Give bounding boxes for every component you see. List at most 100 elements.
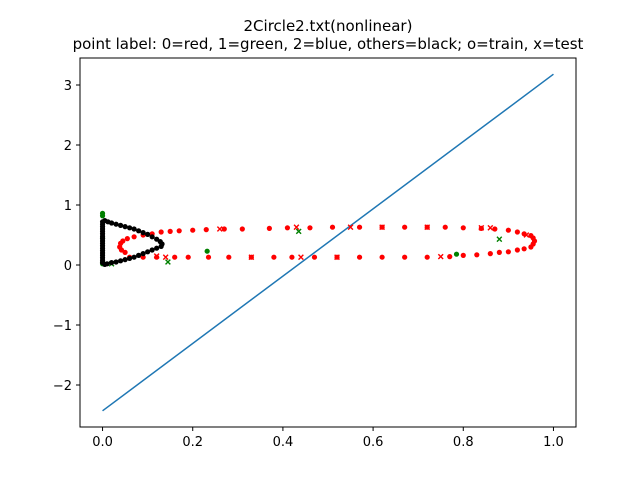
train-point-red: [158, 229, 164, 235]
train-point-red: [505, 249, 511, 255]
train-point-black: [136, 228, 142, 234]
x-tick-label: 0.8: [453, 435, 474, 450]
train-point-red: [176, 228, 182, 234]
train-point-red: [284, 225, 291, 231]
test-point-red: [334, 254, 340, 261]
test-point-red: [523, 232, 530, 238]
plot-area: [99, 73, 554, 412]
test-point-red: [379, 224, 386, 231]
train-point-green: [204, 248, 210, 254]
x-tick-label: 0.6: [363, 435, 384, 450]
train-point-black: [127, 225, 133, 231]
train-point-black: [108, 260, 115, 266]
test-point-green: [496, 236, 503, 243]
train-point-red: [190, 227, 196, 233]
test-point-red: [248, 254, 255, 261]
train-point-red: [172, 254, 178, 260]
chart-subtitle: point label: 0=red, 1=green, 2=blue, oth…: [73, 35, 584, 53]
y-tick-label: 1: [64, 199, 72, 214]
train-point-green: [453, 251, 460, 257]
train-point-red: [329, 224, 336, 230]
y-tick-label: 0: [64, 259, 72, 274]
train-point-red: [307, 225, 313, 231]
train-point-red: [154, 254, 160, 260]
test-point-green: [295, 228, 302, 235]
train-point-black: [145, 249, 151, 255]
train-point-black: [117, 222, 124, 228]
train-point-black: [145, 231, 151, 237]
train-point-red: [460, 225, 466, 231]
test-point-red: [437, 253, 444, 260]
train-point-red: [402, 224, 408, 230]
train-point-black: [158, 243, 164, 249]
train-point-red: [514, 247, 520, 253]
train-point-red: [226, 254, 232, 260]
y-tick-label: −2: [53, 379, 72, 394]
train-point-black: [140, 251, 146, 257]
x-tick-label: 0.0: [92, 435, 113, 450]
train-point-red: [122, 249, 128, 255]
test-point-red: [347, 224, 354, 231]
train-point-green: [99, 213, 106, 219]
train-point-red: [514, 229, 520, 235]
train-point-red: [492, 226, 498, 232]
train-point-red: [124, 236, 130, 242]
train-point-red: [271, 254, 277, 260]
x-tick-label: 1.0: [543, 435, 564, 450]
train-point-black: [131, 226, 137, 232]
test-point-red: [298, 254, 304, 261]
test-point-red: [487, 224, 494, 231]
train-point-black: [149, 234, 155, 240]
train-point-red: [487, 251, 493, 257]
test-point-red: [153, 253, 160, 259]
train-point-red: [131, 234, 137, 240]
train-point-red: [424, 254, 430, 260]
train-point-red: [239, 226, 245, 232]
train-point-red: [203, 227, 209, 233]
train-point-red: [505, 227, 511, 233]
train-point-red: [442, 224, 448, 230]
test-point-red: [478, 224, 485, 231]
axes-frame: [79, 57, 577, 428]
train-point-black: [136, 252, 142, 258]
train-point-red: [311, 254, 318, 260]
train-point-red: [167, 228, 173, 234]
train-point-red: [205, 254, 212, 260]
train-point-black: [122, 224, 128, 230]
train-point-black: [140, 230, 146, 236]
train-point-red: [496, 249, 502, 255]
x-axis: 0.0 0.2 0.4 0.6 0.8 1.0: [92, 427, 564, 450]
x-tick-label: 0.2: [182, 435, 203, 450]
train-point-red: [185, 254, 191, 260]
train-point-red: [289, 254, 295, 260]
train-point-black: [113, 221, 119, 227]
y-tick-label: 2: [64, 139, 72, 154]
train-point-red: [528, 233, 534, 239]
train-point-black: [127, 255, 133, 261]
train-point-black: [117, 258, 124, 264]
train-point-red: [402, 254, 408, 260]
train-point-red: [266, 225, 272, 231]
train-point-red: [447, 254, 453, 260]
test-point-red: [216, 226, 223, 232]
x-tick-label: 0.4: [273, 435, 294, 450]
train-point-black: [149, 247, 155, 253]
y-tick-label: −1: [53, 319, 72, 334]
train-point-red: [460, 252, 466, 258]
train-point-black: [131, 254, 137, 260]
decision-line: [102, 73, 554, 412]
y-axis: −2 −1 0 1 2 3: [53, 79, 80, 394]
test-point-green: [165, 259, 171, 265]
train-point-red: [379, 254, 385, 260]
train-point-red: [140, 254, 146, 260]
train-point-black: [102, 261, 108, 267]
test-point-red: [424, 224, 431, 231]
train-point-red: [356, 224, 363, 230]
train-point-red: [474, 252, 480, 258]
chart-title: 2Circle2.txt(nonlinear): [244, 17, 413, 35]
train-point-red: [356, 254, 363, 260]
train-point-black: [108, 220, 115, 226]
train-point-black: [113, 259, 119, 265]
train-point-red: [521, 246, 527, 252]
